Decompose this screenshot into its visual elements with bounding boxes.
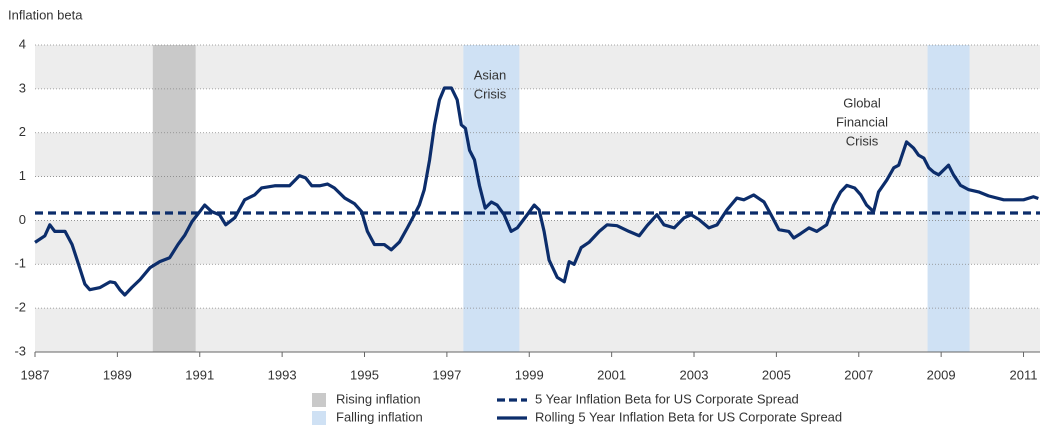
x-tick-label: 1995: [350, 367, 379, 382]
x-tick-label: 2001: [597, 367, 626, 382]
background-band: [35, 308, 1040, 352]
y-tick-label: 2: [19, 124, 26, 139]
legend-label: 5 Year Inflation Beta for US Corporate S…: [535, 391, 799, 406]
x-tick-label: 1991: [185, 367, 214, 382]
series-line: [34, 86, 1039, 297]
shaded-region: [152, 45, 196, 352]
y-tick-label: -2: [14, 300, 26, 315]
legend-swatch: [312, 393, 326, 407]
x-tick-label: 2009: [927, 367, 956, 382]
x-tick-label: 1989: [103, 367, 132, 382]
annotation: Global: [843, 95, 881, 110]
background-band: [35, 220, 1040, 265]
annotation: Financial: [836, 114, 888, 129]
x-tick-label: 2007: [844, 367, 873, 382]
x-tick-label: 2003: [680, 367, 709, 382]
background-band: [35, 132, 1040, 177]
x-tick-label: 1993: [268, 367, 297, 382]
y-tick-label: 0: [19, 212, 26, 227]
y-tick-label: 4: [19, 36, 26, 51]
x-tick-label: 1999: [515, 367, 544, 382]
x-tick-label: 1987: [21, 367, 50, 382]
annotation: Asian: [474, 67, 507, 82]
y-axis-label: Inflation beta: [8, 7, 83, 22]
y-tick-label: -1: [14, 256, 26, 271]
y-tick-label: -3: [14, 343, 26, 358]
x-tick-label: 1997: [432, 367, 461, 382]
legend-label: Rising inflation: [336, 391, 421, 406]
shaded-region: [927, 45, 970, 352]
legend-label: Falling inflation: [336, 409, 423, 424]
legend-swatch: [312, 411, 326, 425]
background-band: [35, 45, 1040, 89]
x-tick-label: 2011: [1010, 367, 1038, 382]
y-tick-label: 1: [19, 168, 26, 183]
y-tick-label: 3: [19, 80, 26, 95]
annotation: Crisis: [846, 133, 879, 148]
legend-label: Rolling 5 Year Inflation Beta for US Cor…: [535, 409, 842, 424]
x-tick-label: 2005: [762, 367, 791, 382]
shaded-region: [463, 45, 520, 352]
annotation: Crisis: [474, 86, 507, 101]
